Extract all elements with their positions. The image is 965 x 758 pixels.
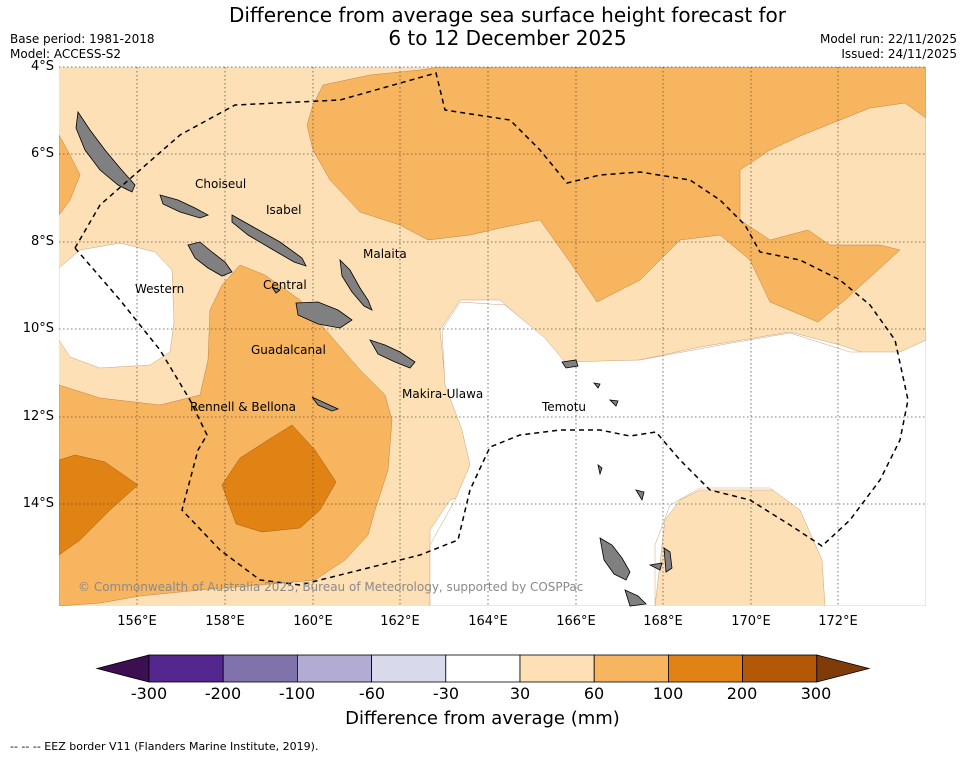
lon-label-170e: 170°E [731,614,771,629]
colorbar-segment [742,654,818,683]
colorbar-segment [296,654,372,683]
lat-label-4s: 4°S [30,59,54,74]
lat-label-12s: 12°S [22,409,54,424]
colorbar-tick-neg60: -60 [358,684,386,703]
colorbar-segment [668,654,744,683]
island-temotu-2 [593,382,601,389]
colorbar-tick-neg100: -100 [278,684,316,703]
island-vella [187,241,233,277]
field-60-100-northeast [306,67,926,323]
lon-label-158e: 158°E [205,614,245,629]
colorbar [95,654,871,683]
island-torres [597,464,603,476]
island-new-georgia [159,194,209,219]
eez-border [74,72,909,586]
lon-label-164e: 164°E [468,614,508,629]
lon-label-160e: 160°E [293,614,333,629]
lat-label-14s: 14°S [22,496,54,511]
chart-title: Difference from average sea surface heig… [140,4,875,50]
lat-label-10s: 10°S [22,321,54,336]
island-temotu-3 [608,399,619,407]
lon-label-172e: 172°E [818,614,858,629]
title-line-2: 6 to 12 December 2025 [388,26,627,50]
colorbar-segment [593,654,669,683]
region-label-malaita: Malaita [363,247,407,261]
colorbar-tick-30: 30 [509,684,531,703]
colorbar-tick-300: 300 [800,684,832,703]
region-label-guadalcanal: Guadalcanal [251,343,326,357]
colorbar-extend-low [95,654,150,683]
colorbar-tick-100: 100 [652,684,684,703]
colorbar-tick-neg30: -30 [432,684,460,703]
colorbar-segment [371,654,447,683]
lat-label-6s: 6°S [30,146,54,161]
islands [75,110,673,607]
colorbar-tick-200: 200 [726,684,758,703]
island-isabel [231,214,307,267]
title-line-1: Difference from average sea surface heig… [228,3,787,27]
field-60-100-southwest [59,264,393,606]
colorbar-title: Difference from average (mm) [345,708,620,729]
island-vanuatu-1 [599,537,631,581]
island-vanuatu-3 [663,547,673,573]
model-run: Model run: 22/11/2025 [819,32,957,46]
island-choiseul [75,110,136,193]
copyright-notice: © Commonwealth of Australia 2025, Bureau… [78,580,584,594]
island-banks [635,489,645,502]
lat-label-8s: 8°S [30,234,54,249]
region-label-rennell-bellona: Rennell & Bellona [190,400,297,414]
colorbar-tick-60: 60 [583,684,605,703]
base-period: Base period: 1981-2018 [10,32,155,46]
island-makira [369,339,416,369]
region-label-western: Western [135,282,185,296]
colorbar-segment [148,654,224,683]
field-100-200-west [59,454,139,556]
lon-label-166e: 166°E [556,614,596,629]
map-fields [59,67,926,606]
eez-legend-note: -- -- -- EEZ border V11 (Flanders Marine… [10,740,319,753]
lon-label-162e: 162°E [380,614,420,629]
model-name: Model: ACCESS-S2 [10,47,122,61]
region-label-makira-ulawa: Makira-Ulawa [402,387,484,401]
island-vanuatu-2 [624,589,647,607]
region-label-choiseul: Choiseul [195,177,247,191]
colorbar-segment [445,654,521,683]
colorbar-tick-neg200: -200 [204,684,242,703]
field-white-east-b [429,301,926,606]
lon-label-168e: 168°E [643,614,683,629]
field-60-100-west-edge [59,134,81,216]
field-white-west [59,242,175,369]
island-guadalcanal [295,301,353,329]
region-label-isabel: Isabel [266,203,302,217]
lon-label-156e: 156°E [117,614,157,629]
island-temotu-1 [561,359,579,369]
colorbar-segment [222,654,298,683]
colorbar-tick-neg300: -300 [130,684,168,703]
island-malaita [339,258,373,311]
region-label-central: Central [263,278,307,292]
field-100-200-central [221,424,337,533]
issued-date: Issued: 24/11/2025 [841,47,957,61]
island-rennell [311,396,340,412]
colorbar-extend-high [816,654,871,683]
island-central [270,286,281,294]
gridlines [59,66,926,606]
colorbar-segment [519,654,595,683]
region-label-temotu: Temotu [542,400,587,414]
island-vanuatu-4 [648,562,663,571]
meta-left: Base period: 1981-2018 Model: ACCESS-S2 [10,32,155,62]
meta-right: Model run: 22/11/2025 Issued: 24/11/2025 [820,32,957,62]
